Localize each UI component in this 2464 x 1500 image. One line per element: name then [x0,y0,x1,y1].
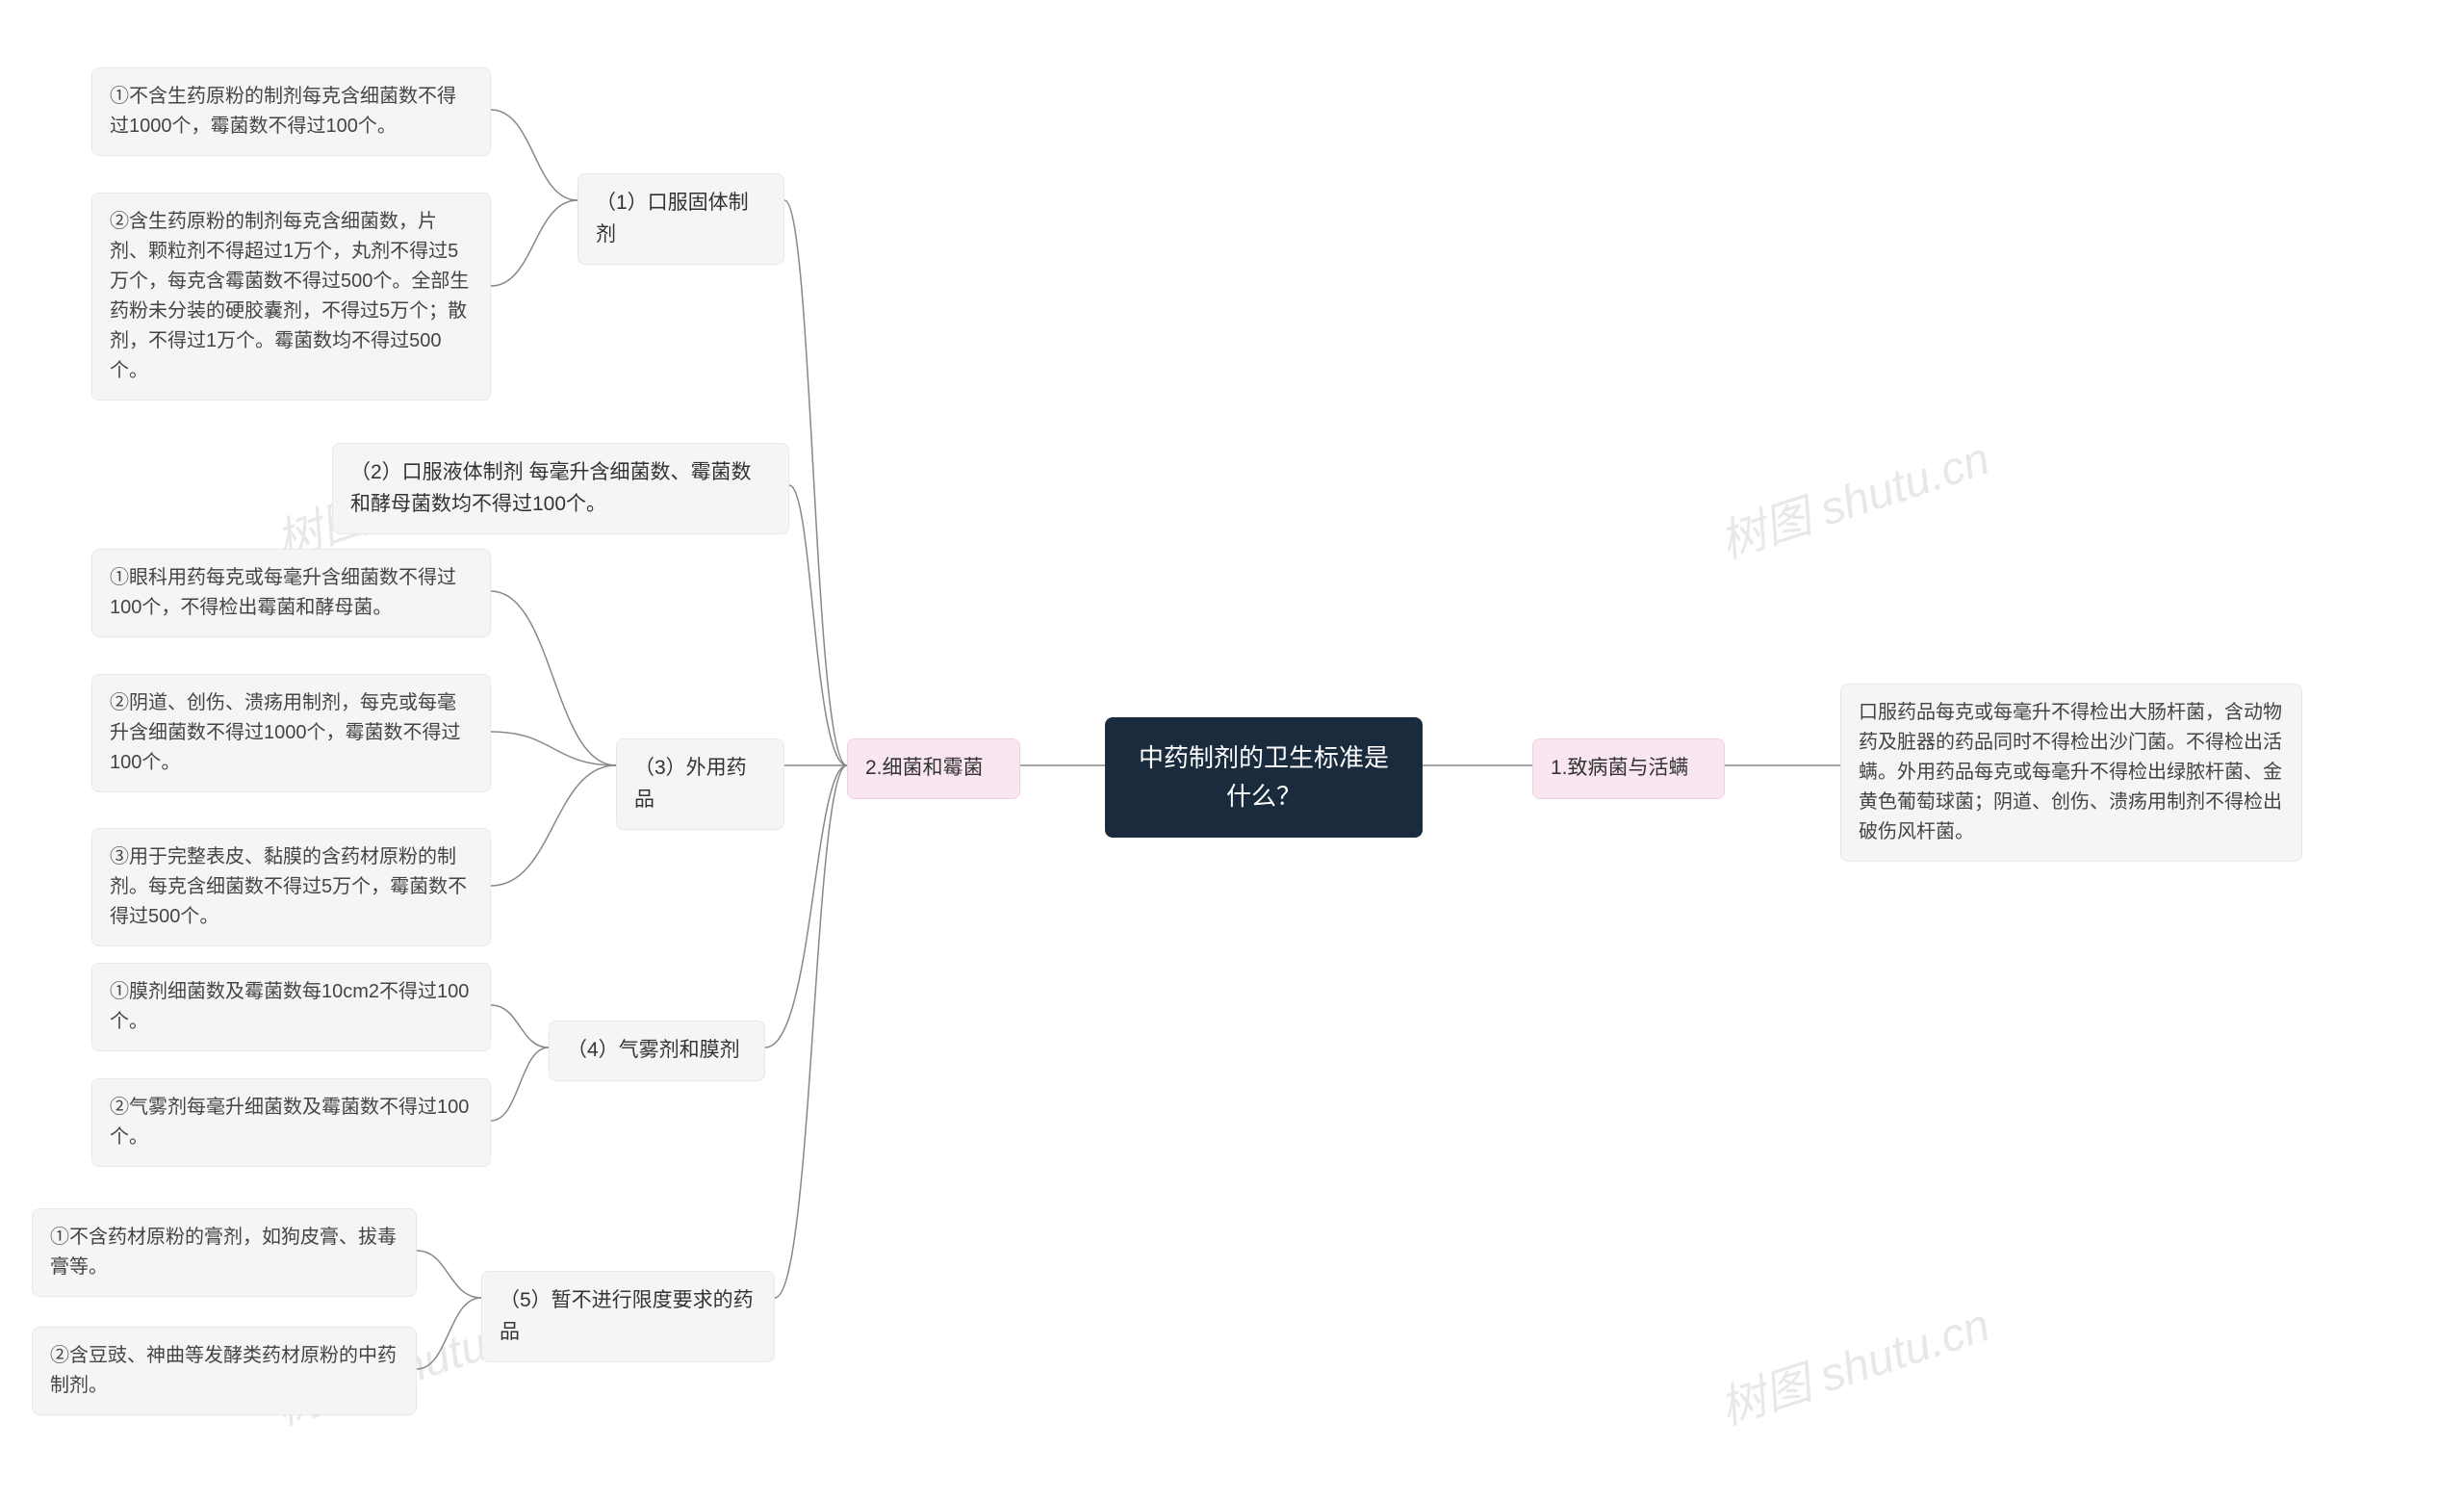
leaf-external-2[interactable]: ②阴道、创伤、溃疡用制剂，每克或每毫升含细菌数不得过1000个，霉菌数不得过10… [91,674,491,792]
leaf-exempt-1[interactable]: ①不含药材原粉的膏剂，如狗皮膏、拔毒膏等。 [32,1208,417,1297]
leaf-oral-solid-2[interactable]: ②含生药原粉的制剂每克含细菌数，片剂、颗粒剂不得超过1万个，丸剂不得过5万个，每… [91,193,491,401]
sub-oral-liquid[interactable]: （2）口服液体制剂 每毫升含细菌数、霉菌数和酵母菌数均不得过100个。 [332,443,789,534]
branch-bacteria-mold[interactable]: 2.细菌和霉菌 [847,738,1020,799]
leaf-external-3[interactable]: ③用于完整表皮、黏膜的含药材原粉的制剂。每克含细菌数不得过5万个，霉菌数不得过5… [91,828,491,946]
leaf-aerosol-2[interactable]: ②气雾剂每毫升细菌数及霉菌数不得过100个。 [91,1078,491,1167]
sub-aerosol-film[interactable]: （4）气雾剂和膜剂 [549,1021,765,1081]
leaf-oral-solid-1[interactable]: ①不含生药原粉的制剂每克含细菌数不得过1000个，霉菌数不得过100个。 [91,67,491,156]
leaf-exempt-2[interactable]: ②含豆豉、神曲等发酵类药材原粉的中药制剂。 [32,1327,417,1415]
watermark: 树图 shutu.cn [1709,421,1996,571]
watermark: 树图 shutu.cn [1709,1287,1996,1437]
leaf-external-1[interactable]: ①眼科用药每克或每毫升含细菌数不得过100个，不得检出霉菌和酵母菌。 [91,549,491,637]
sub-external[interactable]: （3）外用药品 [616,738,784,830]
sub-oral-solid[interactable]: （1）口服固体制剂 [578,173,784,265]
leaf-pathogens-detail[interactable]: 口服药品每克或每毫升不得检出大肠杆菌，含动物药及脏器的药品同时不得检出沙门菌。不… [1840,684,2302,862]
root-node[interactable]: 中药制剂的卫生标准是什么？ [1105,717,1423,838]
leaf-aerosol-1[interactable]: ①膜剂细菌数及霉菌数每10cm2不得过100个。 [91,963,491,1051]
sub-exempt[interactable]: （5）暂不进行限度要求的药品 [481,1271,775,1362]
branch-pathogens[interactable]: 1.致病菌与活螨 [1532,738,1725,799]
